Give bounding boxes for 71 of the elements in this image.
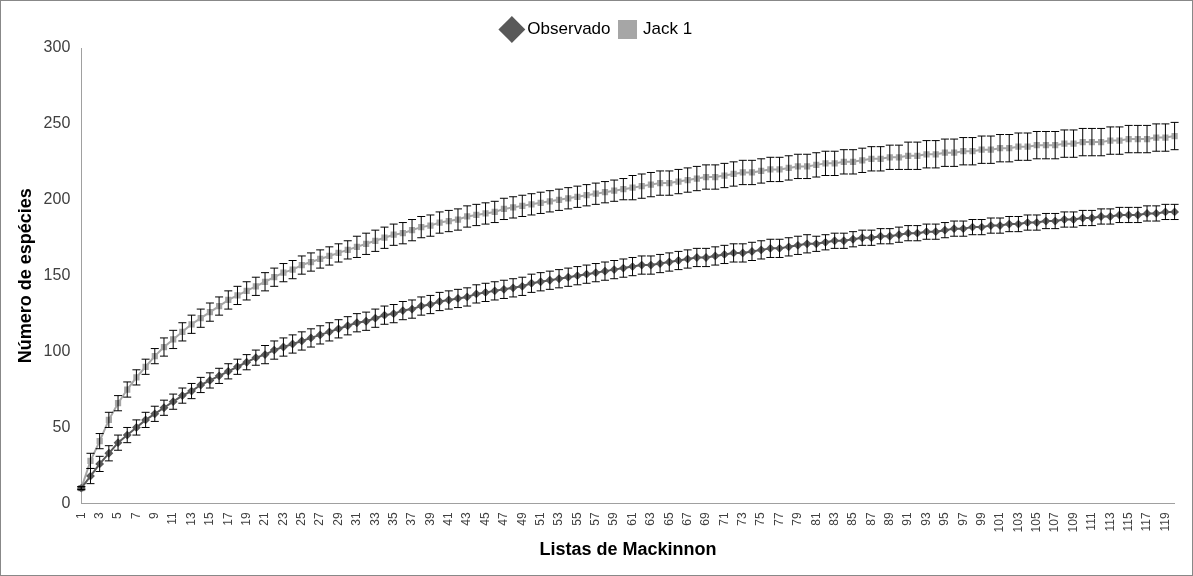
x-tick-label: 59: [606, 512, 621, 526]
x-tick-label: 55: [569, 512, 584, 526]
x-tick-label: 5: [110, 512, 125, 520]
x-tick-label: 77: [771, 512, 786, 526]
x-tick-label: 19: [238, 512, 253, 526]
x-tick-label: 91: [900, 512, 915, 526]
x-tick-label: 45: [477, 512, 492, 526]
x-tick-label: 113: [1102, 512, 1117, 532]
x-tick-label: 119: [1157, 512, 1172, 532]
x-tick-label: 31: [349, 512, 364, 526]
x-tick-label: 53: [551, 512, 566, 526]
x-tick-label: 23: [275, 512, 290, 526]
x-tick-label: 79: [790, 512, 805, 526]
y-tick-label: 0: [61, 493, 71, 511]
x-tick-label: 61: [624, 512, 639, 526]
x-tick-label: 81: [808, 512, 823, 526]
y-tick-label: 100: [43, 341, 71, 359]
y-tick-label: 300: [43, 38, 71, 56]
x-tick-label: 41: [441, 512, 456, 526]
x-tick-label: 9: [147, 512, 162, 520]
x-tick-label: 107: [1047, 512, 1062, 533]
x-tick-label: 117: [1139, 512, 1154, 532]
x-tick-label: 63: [643, 512, 658, 526]
x-tick-label: 33: [367, 512, 382, 526]
x-tick-label: 1: [73, 512, 88, 520]
x-tick-label: 15: [202, 512, 217, 526]
x-tick-label: 3: [91, 512, 106, 520]
x-tick-label: 103: [1010, 512, 1025, 533]
x-tick-label: 111: [1084, 512, 1099, 531]
x-tick-label: 49: [514, 512, 529, 526]
x-tick-label: 99: [973, 512, 988, 526]
y-axis-title: Número de espécies: [14, 188, 35, 364]
legend-label: Observado: [527, 19, 611, 39]
y-tick-label: 50: [52, 417, 71, 435]
x-tick-label: 93: [918, 512, 933, 526]
x-tick-label: 67: [679, 512, 694, 526]
x-tick-label: 13: [183, 512, 198, 526]
x-tick-label: 17: [220, 512, 235, 526]
y-tick-label: 150: [43, 266, 71, 284]
x-tick-label: 43: [459, 512, 474, 526]
x-tick-label: 29: [330, 512, 345, 526]
x-tick-label: 21: [257, 512, 272, 526]
x-tick-label: 87: [863, 512, 878, 526]
x-tick-label: 89: [882, 512, 897, 526]
x-tick-label: 83: [826, 512, 841, 526]
x-tick-label: 51: [532, 512, 547, 526]
x-tick-label: 97: [955, 512, 970, 526]
x-axis-title: Listas de Mackinnon: [539, 539, 717, 560]
x-tick-label: 95: [937, 512, 952, 526]
x-tick-label: 101: [992, 512, 1007, 533]
x-tick-label: 11: [165, 512, 180, 525]
y-tick-label: 200: [43, 190, 71, 208]
x-tick-label: 37: [404, 512, 419, 526]
x-tick-label: 7: [128, 512, 143, 520]
x-tick-label: 109: [1065, 512, 1080, 533]
x-tick-label: 71: [716, 512, 731, 526]
x-tick-label: 75: [753, 512, 768, 526]
x-tick-label: 47: [496, 512, 511, 526]
x-tick-label: 39: [422, 512, 437, 526]
x-tick-label: 69: [698, 512, 713, 526]
legend-label: Jack 1: [643, 19, 693, 39]
x-tick-label: 105: [1029, 512, 1044, 533]
y-tick-label: 250: [43, 114, 71, 132]
x-tick-label: 65: [661, 512, 676, 526]
x-tick-label: 27: [312, 512, 327, 526]
x-tick-label: 85: [845, 512, 860, 526]
x-tick-label: 25: [294, 512, 309, 526]
x-tick-label: 35: [385, 512, 400, 526]
x-tick-label: 57: [588, 512, 603, 526]
x-tick-label: 115: [1120, 512, 1135, 532]
x-tick-label: 73: [735, 512, 750, 526]
